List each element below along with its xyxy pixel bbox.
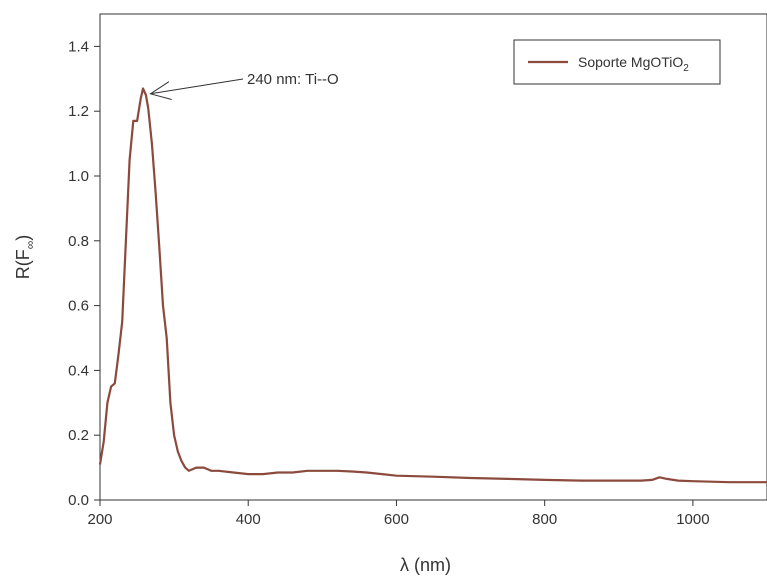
annotation-layer: 240 nm: Ti--O [149,71,339,100]
y-axis-label-close: ) [13,235,33,241]
legend: Soporte MgOTiO2 [513,39,721,85]
y-tick-label: 0.4 [68,362,89,379]
annotation-arrow-head [149,81,172,100]
annotation-arrow-line [150,78,244,95]
x-tick-label: 200 [87,511,112,528]
y-tick-label: 0.2 [68,427,89,444]
legend-label: Soporte MgOTiO2 [578,54,689,74]
legend-label-subscript: 2 [683,63,689,74]
x-tick-label: 600 [384,511,409,528]
y-axis-label-subscript: ∞ [23,241,37,250]
x-tick-label: 1000 [676,511,709,528]
y-tick-label: 1.2 [68,103,89,120]
series-layer [98,87,767,484]
y-tick-label: 0.0 [68,492,89,509]
y-tick-label: 0.8 [68,233,89,250]
axes: 200 400 600 800 1000 0.0 0.2 0.4 0.6 0.8 1.0 1.2 1.4… [13,13,767,575]
plot-frame [99,13,767,501]
y-axis-label: R(F∞) [13,235,37,280]
legend-label-main: Soporte MgOTiO [578,54,683,70]
y-tick-label: 1.0 [68,168,89,185]
x-tick-label: 400 [236,511,261,528]
y-tick-label: 0.6 [68,298,89,315]
y-tick-label: 1.4 [68,38,89,55]
x-tick-label: 800 [532,511,557,528]
annotation-label: 240 nm: Ti--O [247,71,339,88]
x-axis-label: λ (nm) [400,555,451,575]
y-axis-label-main: R(F [13,249,33,279]
series-line [98,87,767,484]
